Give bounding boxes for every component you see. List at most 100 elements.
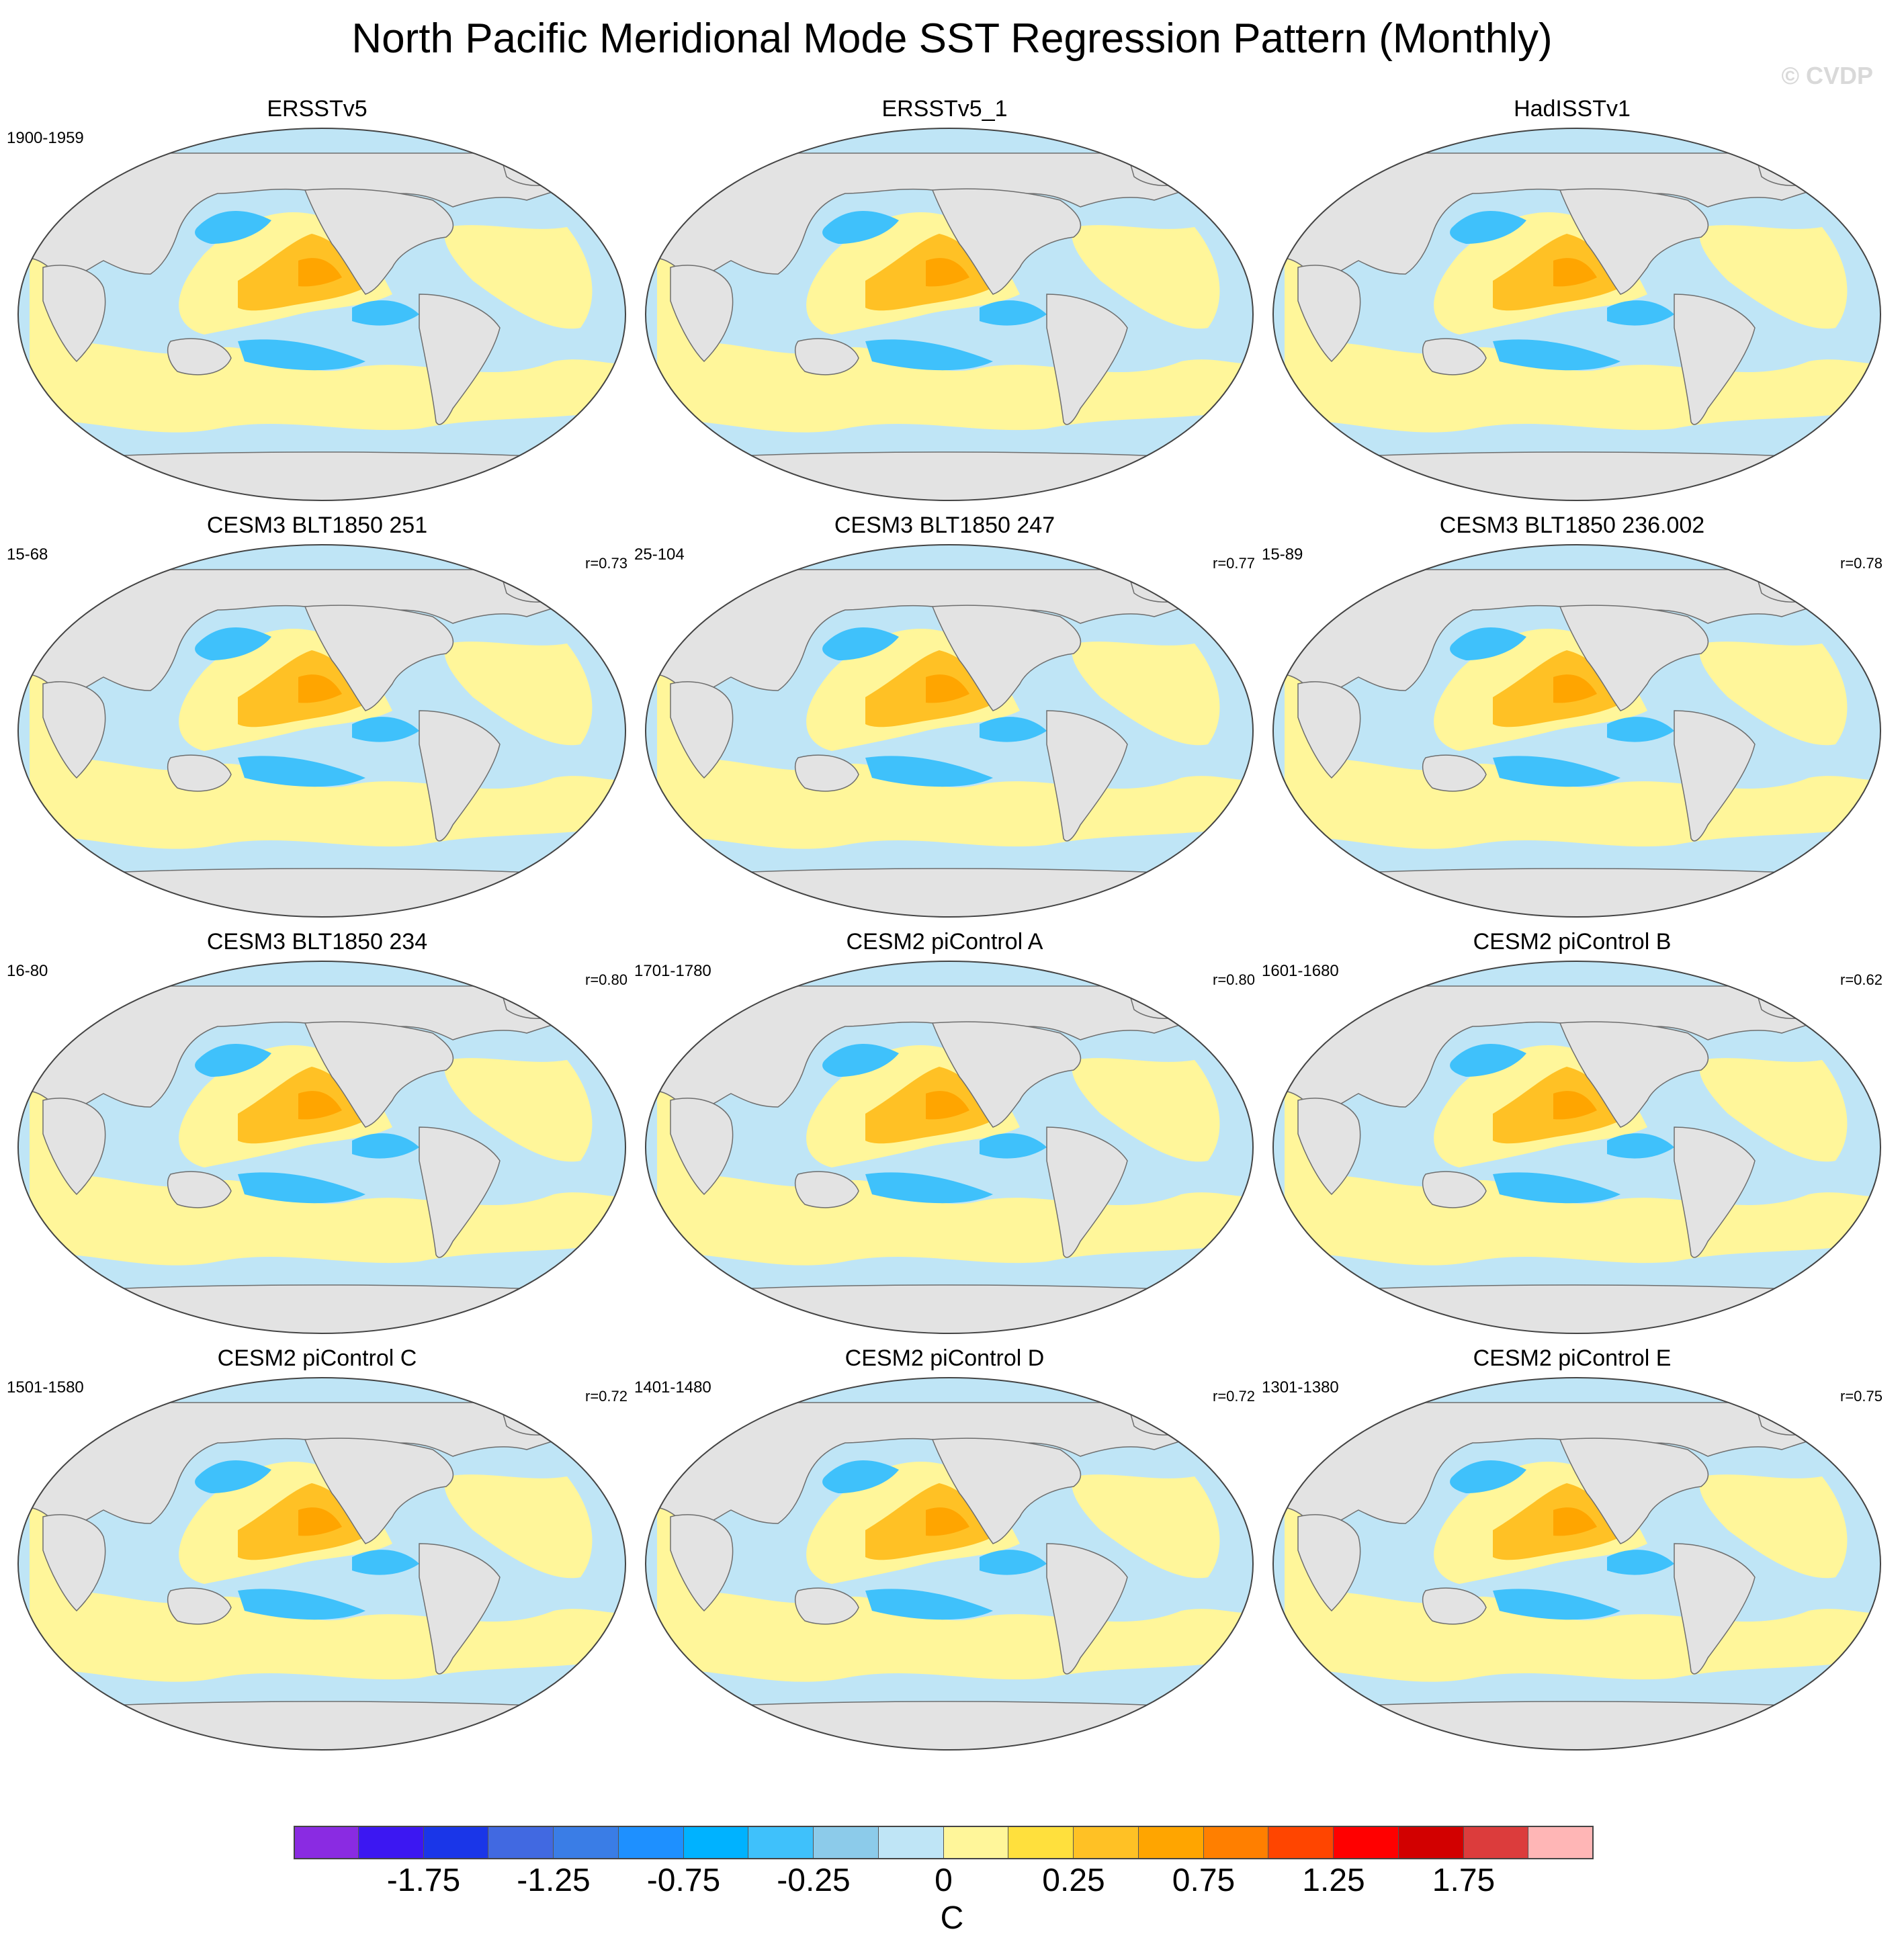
cool-anomaly-eastern-pacific	[1607, 1550, 1674, 1575]
north-america-land	[1559, 1437, 1708, 1544]
cool-anomaly-eastern-pacific	[352, 300, 419, 326]
cool-anomaly-kuroshio	[195, 1044, 271, 1077]
eurasia-land	[646, 569, 1253, 693]
period-label: 15-68	[7, 545, 48, 564]
africa-land	[1297, 681, 1361, 779]
africa-land	[42, 265, 106, 363]
map-panel-7: CESM3 BLT1850 234 16-80 r=0.80	[7, 927, 628, 1337]
australia-land	[794, 1171, 859, 1208]
africa-land	[42, 681, 106, 779]
eurasia-land	[646, 985, 1253, 1110]
cool-anomaly-eastern-pacific	[1607, 300, 1674, 326]
cool-anomaly-south-pacific	[865, 339, 993, 371]
warm-anomaly-atlantic	[444, 641, 593, 746]
pattern-correlation: r=0.62	[1840, 971, 1883, 988]
cool-anomaly-south-pacific	[1493, 756, 1620, 787]
australia-land	[167, 1587, 232, 1625]
panel-title: CESM2 piControl A	[846, 929, 1043, 955]
warm-anomaly-atlantic	[1072, 1058, 1220, 1162]
panel-title: CESM3 BLT1850 234	[206, 929, 428, 955]
copyright-watermark: © CVDP	[1781, 62, 1873, 89]
cool-anomaly-eastern-pacific	[980, 1133, 1047, 1159]
pattern-correlation: r=0.72	[585, 1388, 628, 1405]
colorbar-swatch	[294, 1826, 359, 1859]
colorbar-unit-label: C	[940, 1900, 964, 1936]
south-america-land	[419, 294, 501, 425]
colorbar-swatch	[1268, 1826, 1334, 1859]
warm-anomaly-npmm-peak	[926, 1507, 969, 1536]
colorbar-tick-label: 1.75	[1432, 1863, 1496, 1898]
antarctica-land	[1273, 868, 1880, 917]
cool-anomaly-eastern-pacific	[980, 1550, 1047, 1575]
warm-anomaly-atlantic	[1072, 225, 1220, 329]
warm-anomaly-npmm-peak	[926, 1091, 969, 1120]
cool-anomaly-kuroshio	[195, 627, 271, 660]
eurasia-land	[1273, 152, 1880, 277]
warm-anomaly-atlantic	[1699, 641, 1848, 746]
antarctica-land	[18, 868, 625, 917]
north-america-land	[1559, 1021, 1708, 1128]
south-america-land	[1046, 294, 1128, 425]
cool-anomaly-kuroshio	[1450, 1460, 1526, 1493]
africa-land	[670, 265, 734, 363]
map-panel-6: CESM3 BLT1850 236.002 15-89 r=0.78	[1262, 511, 1883, 920]
colorbar-swatch	[1463, 1826, 1529, 1859]
antarctica-land	[18, 451, 625, 500]
cool-anomaly-eastern-pacific	[980, 300, 1047, 326]
warm-anomaly-atlantic	[444, 225, 593, 329]
period-label: 1701-1780	[634, 962, 711, 980]
colorbar-swatch	[358, 1826, 424, 1859]
cool-anomaly-south-pacific	[238, 756, 365, 787]
period-label: 15-89	[1262, 545, 1303, 564]
robinson-map	[17, 1377, 626, 1751]
map-panel-4: CESM3 BLT1850 251 15-68 r=0.73	[7, 511, 628, 920]
north-america-land	[304, 188, 453, 295]
colorbar-swatch	[1008, 1826, 1074, 1859]
africa-land	[1297, 1514, 1361, 1612]
map-border	[645, 1377, 1254, 1751]
panel-title: ERSSTv5_1	[881, 96, 1008, 122]
map-border	[1272, 961, 1881, 1334]
robinson-map	[1272, 128, 1881, 501]
colorbar-tick-label: 0	[935, 1863, 953, 1898]
robinson-map	[645, 128, 1254, 501]
australia-land	[167, 1171, 232, 1208]
south-america-land	[419, 1543, 501, 1675]
pattern-correlation: r=0.75	[1840, 1388, 1883, 1405]
period-label: 16-80	[7, 962, 48, 980]
robinson-map	[645, 1377, 1254, 1751]
robinson-map	[645, 544, 1254, 918]
colorbar-swatch	[683, 1826, 749, 1859]
panel-title: ERSSTv5	[267, 96, 367, 122]
robinson-map	[17, 128, 626, 501]
cool-anomaly-kuroshio	[1450, 211, 1526, 244]
australia-land	[1422, 1587, 1487, 1625]
colorbar-swatch	[1528, 1826, 1594, 1859]
north-america-land	[931, 605, 1081, 711]
cool-anomaly-eastern-pacific	[1607, 717, 1674, 742]
warm-anomaly-npmm-peak	[298, 674, 342, 703]
pattern-correlation: r=0.72	[1213, 1388, 1255, 1405]
period-label: 1900-1959	[7, 129, 84, 147]
cool-anomaly-eastern-pacific	[352, 1133, 419, 1159]
warm-anomaly-atlantic	[1072, 1474, 1220, 1579]
cool-anomaly-eastern-pacific	[352, 717, 419, 742]
north-america-land	[1559, 605, 1708, 711]
australia-land	[794, 754, 859, 792]
panel-title: CESM2 piControl D	[845, 1345, 1045, 1371]
panel-title: CESM3 BLT1850 247	[834, 513, 1055, 538]
robinson-map	[17, 961, 626, 1334]
colorbar-tick-label: -0.75	[646, 1863, 721, 1898]
cool-anomaly-kuroshio	[1450, 1044, 1526, 1077]
cool-anomaly-kuroshio	[822, 627, 899, 660]
warm-anomaly-npmm-peak	[926, 258, 969, 287]
colorbar	[294, 1826, 1594, 1859]
antarctica-land	[18, 1284, 625, 1333]
eurasia-land	[18, 152, 625, 277]
cool-anomaly-eastern-pacific	[980, 717, 1047, 742]
period-label: 1601-1680	[1262, 962, 1339, 980]
panel-title: CESM2 piControl B	[1473, 929, 1672, 955]
map-border	[645, 544, 1254, 918]
colorbar-swatch	[1398, 1826, 1464, 1859]
colorbar-swatch	[1203, 1826, 1269, 1859]
